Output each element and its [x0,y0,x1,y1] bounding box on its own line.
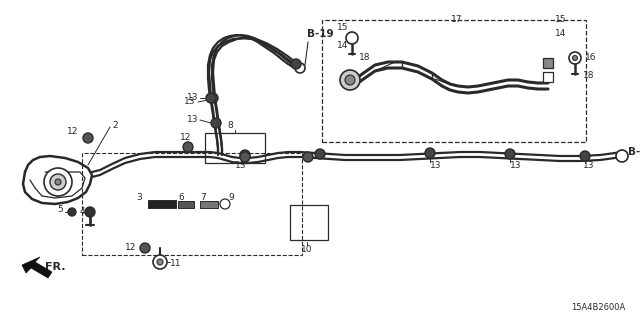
Circle shape [580,151,590,161]
Bar [543,72,553,82]
Circle shape [616,150,628,162]
Text: 12: 12 [125,244,136,252]
Text: 6: 6 [178,193,184,202]
Circle shape [340,70,360,90]
Circle shape [425,148,435,158]
Bar [200,201,218,208]
Text: 17: 17 [451,15,463,25]
Circle shape [140,243,150,253]
Text: 13: 13 [510,161,522,170]
Text: 15: 15 [555,15,566,25]
Circle shape [83,133,93,143]
Text: 13: 13 [430,161,442,170]
Circle shape [44,168,72,196]
Bar [543,58,553,68]
Text: 12: 12 [180,132,192,141]
Bar [178,201,194,208]
Circle shape [240,150,250,160]
Circle shape [55,179,61,185]
Text: B-19: B-19 [307,29,333,39]
Bar [205,133,265,163]
Circle shape [50,174,66,190]
Text: 5: 5 [57,205,63,214]
Circle shape [291,59,301,69]
Circle shape [240,152,250,162]
Polygon shape [22,257,52,278]
Circle shape [206,93,216,103]
Text: 13: 13 [186,116,198,124]
Text: 7: 7 [200,193,206,202]
Circle shape [208,93,218,103]
Circle shape [220,199,230,209]
Text: 13: 13 [583,161,595,170]
Circle shape [346,32,358,44]
Circle shape [241,153,249,161]
Text: 16: 16 [585,53,596,62]
Bar [290,205,328,240]
Text: 14: 14 [337,41,348,50]
Circle shape [211,118,221,128]
Text: 8: 8 [227,122,233,131]
Circle shape [303,152,313,162]
Text: 13: 13 [235,161,246,170]
Text: 15: 15 [337,22,349,31]
Circle shape [183,142,193,152]
Text: 12: 12 [67,127,78,137]
Bar [148,200,176,208]
Text: 2: 2 [112,121,118,130]
Text: B-19: B-19 [628,147,640,157]
Bar [322,20,586,142]
Text: 18: 18 [583,70,595,79]
Text: 18: 18 [359,53,371,62]
Circle shape [68,208,76,216]
Circle shape [153,255,167,269]
Text: 10: 10 [301,245,313,254]
Circle shape [315,149,325,159]
Circle shape [85,207,95,217]
Circle shape [295,63,305,73]
Text: 15A4B2600A: 15A4B2600A [571,303,625,313]
Text: 9: 9 [228,193,234,202]
Text: 14: 14 [555,29,566,38]
Text: 11: 11 [170,260,182,268]
Text: 13: 13 [186,93,198,102]
Circle shape [505,149,515,159]
Circle shape [157,259,163,265]
Circle shape [345,75,355,85]
Circle shape [569,52,581,64]
Text: 3: 3 [136,194,142,203]
Circle shape [573,55,577,60]
Bar [82,153,302,255]
Text: 13: 13 [184,98,195,107]
Text: FR.: FR. [45,262,65,272]
Text: 4: 4 [79,207,85,217]
